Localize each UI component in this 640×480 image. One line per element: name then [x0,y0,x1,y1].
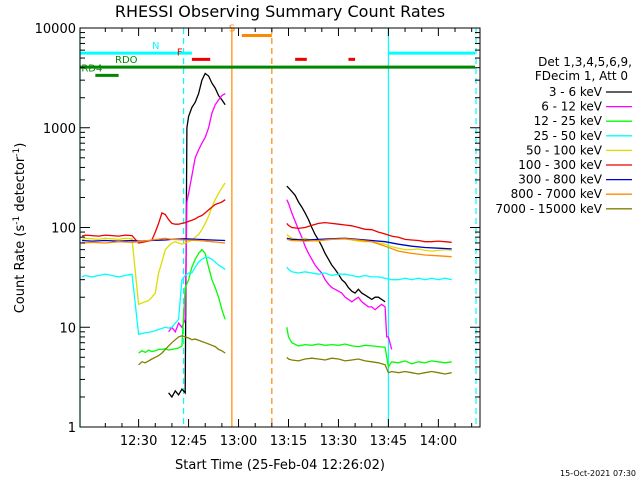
legend-label-5: 100 - 300 keV [518,158,602,172]
y-tick-label-0: 1 [68,421,76,436]
legend: Det 1,3,4,5,6,9, FDecim 1, Att 0 3 - 6 k… [495,55,632,216]
legend-label-7: 800 - 7000 keV [511,187,603,201]
y-tick-label-2: 100 [51,222,76,237]
series-line-2 [138,248,452,369]
x-tick-label-4: 13:30 [320,434,357,449]
y-label-part1: Count Rate (s [13,225,28,314]
y-label-part3: ) [13,143,28,148]
plot-frame [79,27,481,428]
x-tick-label-5: 13:45 [370,434,407,449]
state-label-n: N [152,41,159,52]
y-axis-label: Count Rate (s-1 detector-1) [12,143,28,314]
footer-timestamp: 15-Oct-2021 07:30 [560,469,636,478]
legend-label-3: 25 - 50 keV [534,129,603,143]
y-label-exp1: -1 [12,216,22,225]
x-axis-label: Start Time (25-Feb-04 12:26:02) [175,458,385,473]
y-label-part2: detector [13,156,28,216]
series-line-8 [138,335,452,375]
series-line-5 [81,199,452,244]
state-label-rd4: RD4 [81,63,102,74]
legend-header-1: Det 1,3,4,5,6,9, [538,55,632,69]
y-tick-label-4: 10000 [35,22,76,37]
x-tick-label-3: 13:15 [270,434,307,449]
y-tick-label-3: 1000 [43,122,76,137]
series-line-0 [168,72,386,399]
series-line-4 [81,182,452,306]
series-lines [81,72,452,399]
legend-label-1: 6 - 12 keV [541,100,603,114]
legend-header-2: FDecim 1, Att 0 [535,69,628,83]
chart-title: RHESSI Observing Summary Count Rates [115,2,445,21]
state-label-rdo: RDO [115,55,138,66]
x-tick-label-0: 12:30 [120,434,157,449]
y-axis-ticks: 1 10 100 1000 10000 [35,22,480,436]
legend-label-6: 300 - 800 keV [518,173,602,187]
legend-label-0: 3 - 6 keV [549,85,603,99]
legend-label-4: 50 - 100 keV [526,143,603,157]
y-tick-label-1: 10 [59,321,76,336]
series-line-3 [81,256,452,336]
state-label-s: S [229,24,235,35]
series-line-1 [168,93,393,350]
x-axis-ticks: 12:30 12:45 13:00 13:15 13:30 13:45 14:00 [104,28,473,449]
x-tick-label-6: 14:00 [420,434,457,449]
x-tick-label-2: 13:00 [220,434,257,449]
legend-label-8: 7000 - 15000 keV [495,202,602,216]
plot-area [79,28,477,427]
series-line-7 [81,237,452,258]
legend-label-2: 12 - 25 keV [534,114,603,128]
y-label-exp2: -1 [12,148,22,157]
x-tick-label-1: 12:45 [170,434,207,449]
state-bars: N S F RDO RD4 [80,24,476,77]
state-label-f: F [177,47,183,58]
